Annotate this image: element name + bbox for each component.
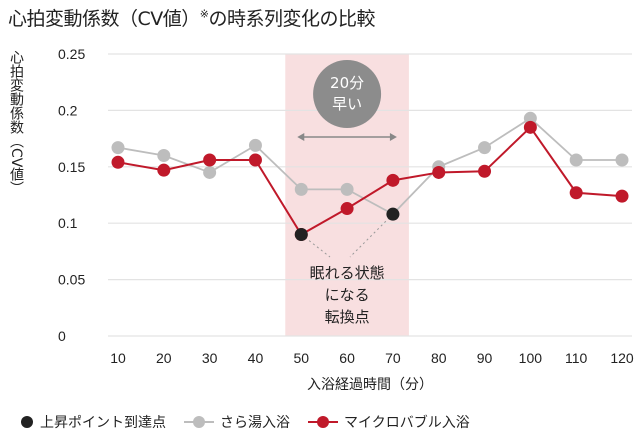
data-point <box>386 173 400 187</box>
data-point <box>157 149 171 163</box>
y-tick-label: 0.2 <box>58 102 78 118</box>
title-rest: の時系列変化の比較 <box>208 8 375 30</box>
data-point <box>478 141 492 155</box>
arrow-left-head <box>297 133 305 141</box>
data-point <box>340 182 354 196</box>
data-point <box>615 189 629 203</box>
title-main: 心拍変動係数（CV値） <box>8 8 200 30</box>
x-tick-label: 80 <box>431 350 447 366</box>
data-point <box>523 120 537 134</box>
data-point <box>523 111 537 125</box>
series-line-plain <box>117 117 622 216</box>
x-tick-label: 40 <box>248 350 264 366</box>
y-tick-label: 0.25 <box>58 46 85 62</box>
x-tick-label: 90 <box>477 350 493 366</box>
data-point <box>203 165 217 179</box>
gray-line-dot-icon <box>184 416 214 428</box>
legend: 上昇ポイント到達点 さら湯入浴 マイクロバブル入浴 <box>20 412 470 432</box>
turning-point <box>386 207 400 221</box>
series-line-microbubble <box>117 125 623 236</box>
data-point <box>294 182 308 196</box>
data-point <box>615 153 629 167</box>
legend-label: 上昇ポイント到達点 <box>40 415 166 431</box>
data-point <box>248 138 262 152</box>
x-tick-label: 20 <box>156 350 172 366</box>
data-point <box>111 141 125 155</box>
y-axis-label: 心拍変動係数（CV値） <box>8 50 24 196</box>
title-footnote-mark: ※ <box>199 7 209 21</box>
legend-item-black: 上昇ポイント到達点 <box>20 412 166 432</box>
data-point <box>203 153 217 167</box>
data-point <box>478 164 492 178</box>
y-tick-label: 0.05 <box>58 272 85 288</box>
badge-text: 早い <box>332 95 362 113</box>
x-tick-label: 10 <box>110 350 126 366</box>
arrow-right-head <box>389 133 397 141</box>
data-point <box>248 153 262 167</box>
data-point <box>432 165 446 179</box>
chart-title: 心拍変動係数（CV値）※の時系列変化の比較 <box>8 4 375 31</box>
y-tick-label: 0.1 <box>58 215 78 231</box>
annotation-text: 転換点 <box>325 308 370 326</box>
x-axis-label: 入浴経過時間（分） <box>307 377 433 393</box>
x-tick-label: 110 <box>565 350 588 366</box>
y-tick-label: 0.15 <box>58 159 85 175</box>
black-dot-icon <box>21 416 33 428</box>
legend-item-gray: さら湯入浴 <box>184 412 290 432</box>
data-point <box>569 153 583 167</box>
data-point <box>569 186 583 200</box>
data-point <box>111 155 125 169</box>
data-point <box>340 202 354 216</box>
badge-text: 20分 <box>330 74 364 92</box>
x-tick-label: 100 <box>519 350 543 366</box>
legend-item-red: マイクロバブル入浴 <box>308 412 470 432</box>
legend-label: さら湯入浴 <box>220 415 290 431</box>
x-tick-label: 30 <box>202 350 218 366</box>
leader-line <box>349 213 394 258</box>
x-tick-label: 70 <box>385 350 401 366</box>
x-tick-label: 120 <box>610 350 634 366</box>
data-point <box>157 163 171 177</box>
y-tick-label: 0 <box>58 328 66 344</box>
x-tick-label: 50 <box>293 350 309 366</box>
badge-circle <box>313 60 382 128</box>
annotation-text: 眠れる状態 <box>310 264 385 282</box>
legend-label: マイクロバブル入浴 <box>344 415 470 431</box>
red-line-dot-icon <box>308 416 338 428</box>
annotation-text: になる <box>325 286 370 304</box>
x-tick-label: 60 <box>339 350 355 366</box>
turning-point <box>294 227 308 241</box>
